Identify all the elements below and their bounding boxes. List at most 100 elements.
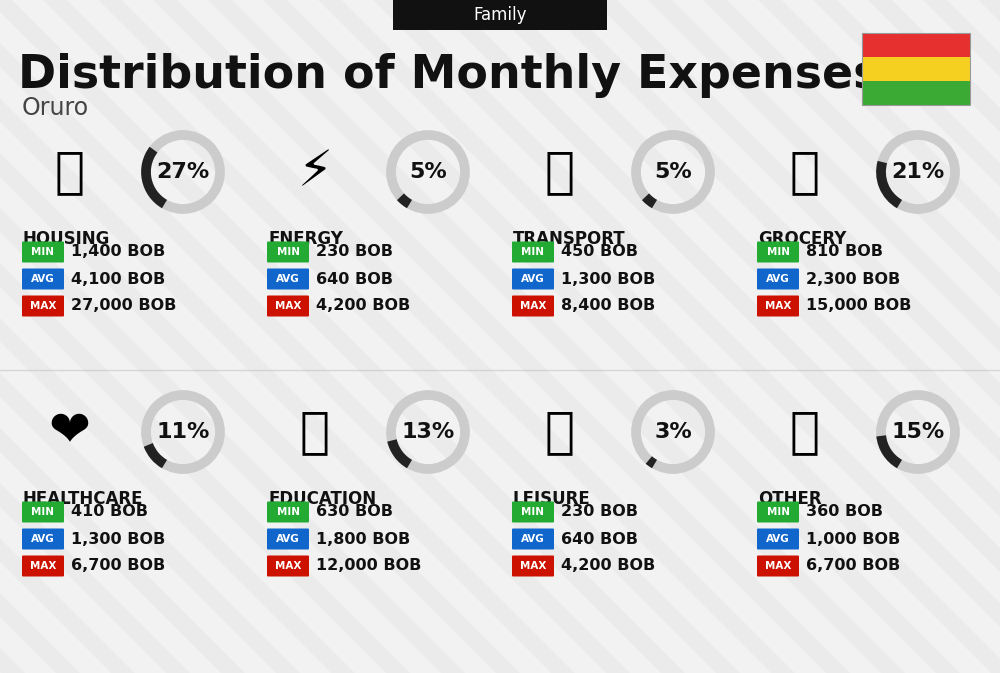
Text: 450 BOB: 450 BOB [561,244,638,260]
Text: MAX: MAX [520,301,546,311]
Text: 15,000 BOB: 15,000 BOB [806,299,911,314]
Text: 4,200 BOB: 4,200 BOB [561,559,655,573]
Text: 1,300 BOB: 1,300 BOB [71,532,165,546]
Text: 640 BOB: 640 BOB [316,271,393,287]
Text: TRANSPORT: TRANSPORT [513,230,626,248]
Text: AVG: AVG [31,274,55,284]
FancyBboxPatch shape [22,295,64,316]
Text: MAX: MAX [275,561,301,571]
Text: 27%: 27% [156,162,210,182]
FancyBboxPatch shape [757,501,799,522]
Text: ⚡: ⚡ [297,148,333,196]
Text: MIN: MIN [767,507,790,517]
Text: AVG: AVG [276,534,300,544]
Text: Distribution of Monthly Expenses: Distribution of Monthly Expenses [18,52,880,98]
FancyBboxPatch shape [512,269,554,289]
FancyBboxPatch shape [757,555,799,577]
FancyBboxPatch shape [512,295,554,316]
Text: AVG: AVG [521,274,545,284]
Text: 13%: 13% [401,422,455,442]
Text: 5%: 5% [654,162,692,182]
Text: HOUSING: HOUSING [23,230,110,248]
FancyBboxPatch shape [22,528,64,549]
Text: MIN: MIN [522,507,544,517]
FancyBboxPatch shape [757,242,799,262]
FancyBboxPatch shape [512,501,554,522]
Text: MAX: MAX [275,301,301,311]
FancyBboxPatch shape [22,242,64,262]
Text: 🚌: 🚌 [545,148,575,196]
FancyBboxPatch shape [22,555,64,577]
Text: Family: Family [473,6,527,24]
Text: 21%: 21% [891,162,945,182]
FancyBboxPatch shape [267,528,309,549]
FancyBboxPatch shape [512,555,554,577]
Text: 27,000 BOB: 27,000 BOB [71,299,176,314]
Text: 🛍️: 🛍️ [545,408,575,456]
Text: 640 BOB: 640 BOB [561,532,638,546]
Text: 810 BOB: 810 BOB [806,244,883,260]
FancyBboxPatch shape [757,528,799,549]
Text: 🏢: 🏢 [55,148,85,196]
Text: 230 BOB: 230 BOB [316,244,393,260]
Text: 1,400 BOB: 1,400 BOB [71,244,165,260]
Text: Oruro: Oruro [22,96,89,120]
Text: AVG: AVG [31,534,55,544]
Text: MIN: MIN [32,507,54,517]
Text: MAX: MAX [520,561,546,571]
Text: MAX: MAX [30,301,56,311]
Text: ENERGY: ENERGY [268,230,343,248]
Text: 🎓: 🎓 [300,408,330,456]
FancyBboxPatch shape [512,242,554,262]
Text: ❤️: ❤️ [49,408,91,456]
FancyBboxPatch shape [862,81,970,105]
Text: 3%: 3% [654,422,692,442]
Text: 410 BOB: 410 BOB [71,505,148,520]
Text: 4,100 BOB: 4,100 BOB [71,271,165,287]
Text: 6,700 BOB: 6,700 BOB [806,559,900,573]
Text: MIN: MIN [767,247,790,257]
Text: MAX: MAX [765,561,791,571]
Text: 230 BOB: 230 BOB [561,505,638,520]
Text: 630 BOB: 630 BOB [316,505,393,520]
Text: 1,800 BOB: 1,800 BOB [316,532,410,546]
Text: 4,200 BOB: 4,200 BOB [316,299,410,314]
Text: 2,300 BOB: 2,300 BOB [806,271,900,287]
FancyBboxPatch shape [757,295,799,316]
Text: 8,400 BOB: 8,400 BOB [561,299,655,314]
FancyBboxPatch shape [512,528,554,549]
Text: AVG: AVG [521,534,545,544]
Text: 11%: 11% [156,422,210,442]
FancyBboxPatch shape [393,0,607,30]
FancyBboxPatch shape [22,269,64,289]
Text: MIN: MIN [32,247,54,257]
FancyBboxPatch shape [267,555,309,577]
Text: GROCERY: GROCERY [758,230,846,248]
FancyBboxPatch shape [267,269,309,289]
Text: MAX: MAX [30,561,56,571]
FancyBboxPatch shape [267,501,309,522]
Text: AVG: AVG [766,274,790,284]
Text: HEALTHCARE: HEALTHCARE [23,490,144,508]
FancyBboxPatch shape [862,33,970,57]
Text: 6,700 BOB: 6,700 BOB [71,559,165,573]
Text: 15%: 15% [891,422,945,442]
FancyBboxPatch shape [862,57,970,81]
Text: MAX: MAX [765,301,791,311]
FancyBboxPatch shape [267,242,309,262]
Text: MIN: MIN [276,507,300,517]
Text: MIN: MIN [276,247,300,257]
FancyBboxPatch shape [267,295,309,316]
FancyBboxPatch shape [757,269,799,289]
Text: AVG: AVG [276,274,300,284]
Text: 💰: 💰 [790,408,820,456]
Text: LEISURE: LEISURE [513,490,591,508]
Text: AVG: AVG [766,534,790,544]
Text: 12,000 BOB: 12,000 BOB [316,559,421,573]
Text: EDUCATION: EDUCATION [268,490,376,508]
Text: 5%: 5% [409,162,447,182]
Text: 🛒: 🛒 [790,148,820,196]
Text: 1,000 BOB: 1,000 BOB [806,532,900,546]
Text: 360 BOB: 360 BOB [806,505,883,520]
Text: OTHER: OTHER [758,490,822,508]
